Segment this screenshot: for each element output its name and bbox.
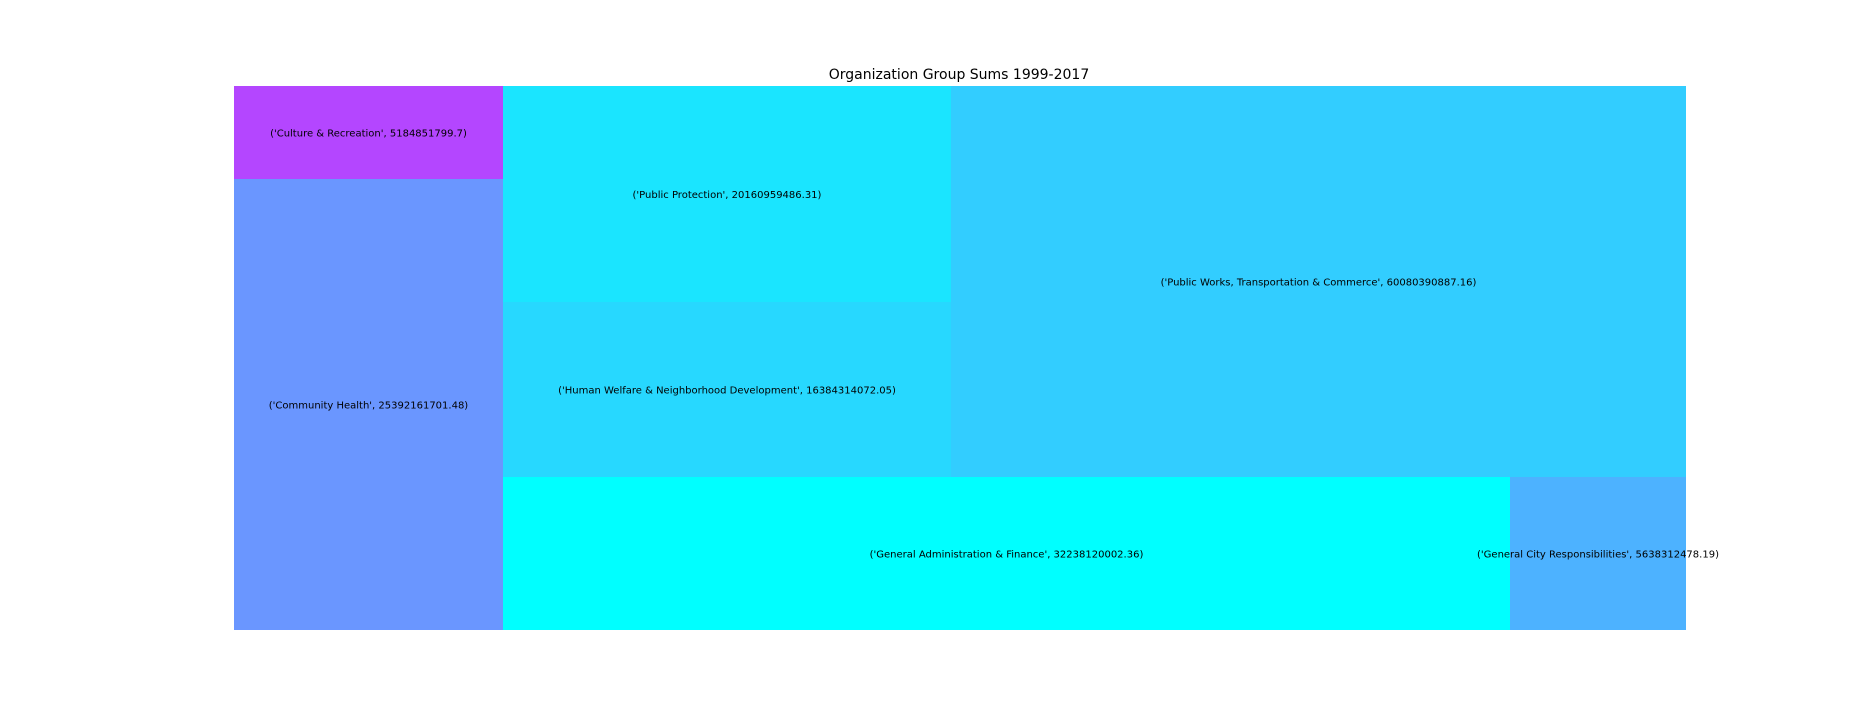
treemap-tile: [503, 477, 1510, 630]
treemap-tile-label: ('Public Works, Transportation & Commerc…: [1161, 278, 1477, 289]
treemap-tile: [503, 302, 951, 477]
treemap-tile: [234, 86, 503, 179]
treemap-tiles: [234, 86, 1686, 630]
treemap-tile: [503, 86, 951, 302]
treemap-tile-label: ('General Administration & Finance', 322…: [870, 550, 1144, 561]
treemap-tile: [234, 179, 503, 630]
treemap-labels: ('Culture & Recreation', 5184851799.7) ('…: [269, 129, 1719, 561]
treemap-tile-label: ('General City Responsibilities', 563831…: [1477, 550, 1719, 561]
treemap-tile-label: ('Culture & Recreation', 5184851799.7): [270, 129, 467, 140]
treemap-tile-label: ('Public Protection', 20160959486.31): [633, 190, 822, 201]
treemap-tile-label: ('Community Health', 25392161701.48): [269, 401, 469, 412]
treemap-tile: [1510, 477, 1686, 630]
treemap-tile-label: ('Human Welfare & Neighborhood Developme…: [558, 386, 896, 397]
chart-title: Organization Group Sums 1999-2017: [829, 67, 1089, 83]
treemap-tile: [951, 86, 1686, 477]
